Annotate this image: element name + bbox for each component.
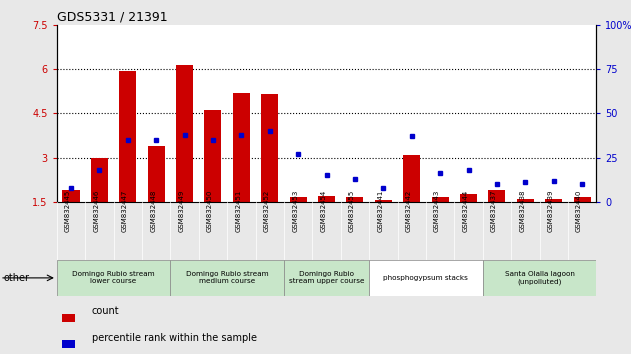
Text: GSM832440: GSM832440 [576, 189, 582, 232]
Text: other: other [3, 273, 29, 283]
Text: GSM832443: GSM832443 [434, 189, 440, 232]
Bar [233, 93, 250, 202]
Text: GSM832446: GSM832446 [93, 189, 100, 232]
Text: count: count [92, 306, 119, 316]
Bar [170, 260, 284, 296]
Bar [62, 314, 75, 322]
Bar [318, 196, 335, 202]
Bar [483, 260, 596, 296]
Bar [62, 340, 75, 348]
Bar [369, 260, 483, 296]
Text: GSM832449: GSM832449 [179, 189, 184, 232]
Text: percentile rank within the sample: percentile rank within the sample [92, 333, 257, 343]
Text: GDS5331 / 21391: GDS5331 / 21391 [57, 11, 167, 24]
Bar [574, 198, 591, 202]
Bar [545, 199, 562, 202]
Text: GSM832447: GSM832447 [122, 189, 127, 232]
Bar [148, 146, 165, 202]
Text: GSM832448: GSM832448 [150, 189, 156, 232]
Text: GSM832439: GSM832439 [548, 189, 554, 232]
Text: GSM832455: GSM832455 [349, 189, 355, 232]
Text: GSM832442: GSM832442 [406, 189, 412, 232]
Bar [432, 198, 449, 202]
Bar [176, 65, 193, 202]
Text: GSM832452: GSM832452 [264, 189, 270, 232]
Text: GSM832437: GSM832437 [491, 189, 497, 232]
Bar [403, 155, 420, 202]
Bar [261, 94, 278, 202]
Text: phosphogypsum stacks: phosphogypsum stacks [384, 275, 468, 281]
Bar [460, 194, 477, 202]
Text: GSM832450: GSM832450 [207, 189, 213, 232]
Bar [346, 198, 363, 202]
Text: GSM832438: GSM832438 [519, 189, 525, 232]
Bar [119, 70, 136, 202]
Bar [91, 158, 108, 202]
Bar [375, 200, 392, 202]
Text: GSM832454: GSM832454 [321, 189, 327, 232]
Text: GSM832451: GSM832451 [235, 189, 242, 232]
Bar [204, 110, 221, 202]
Bar [284, 260, 369, 296]
Text: Santa Olalla lagoon
(unpolluted): Santa Olalla lagoon (unpolluted) [505, 271, 574, 285]
Text: Domingo Rubio stream
lower course: Domingo Rubio stream lower course [73, 272, 155, 284]
Bar [62, 190, 80, 202]
Text: Domingo Rubio stream
medium course: Domingo Rubio stream medium course [186, 272, 268, 284]
Text: GSM832453: GSM832453 [292, 189, 298, 232]
Bar [488, 190, 505, 202]
Text: GSM832441: GSM832441 [377, 189, 384, 232]
Text: GSM832444: GSM832444 [463, 189, 468, 232]
Bar [57, 260, 170, 296]
Text: GSM832445: GSM832445 [65, 189, 71, 232]
Bar [290, 198, 307, 202]
Text: Domingo Rubio
stream upper course: Domingo Rubio stream upper course [289, 272, 364, 284]
Bar [517, 199, 534, 202]
